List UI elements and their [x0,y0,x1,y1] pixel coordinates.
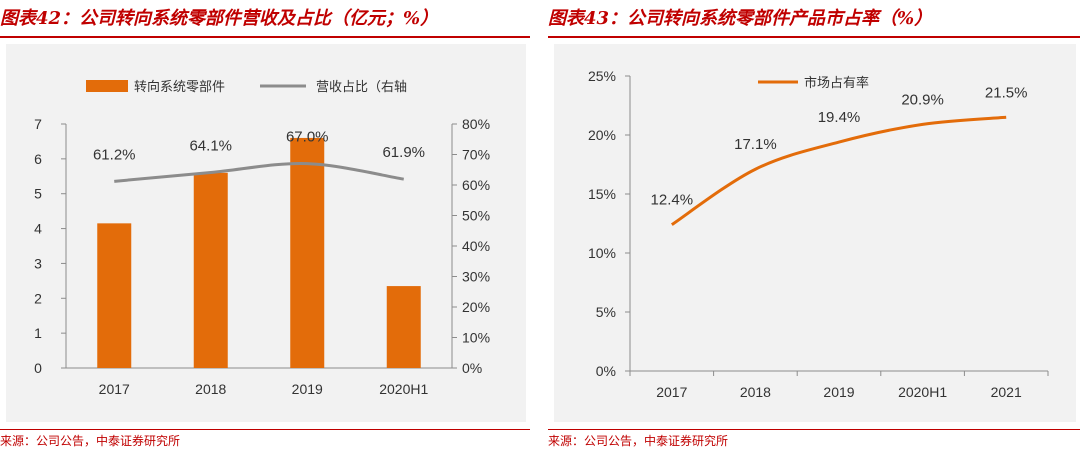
share-line-series: 61.2% 64.1% 67.0% 61.9% [93,129,425,183]
x-tick-label: 2020H1 [379,381,428,397]
y-tick-label: 15% [588,186,616,202]
left-figure-panel: 图表42：公司转向系统零部件营收及占比（亿元；%） 转向系统零部件 营收占比（右… [0,0,530,458]
left-title-rule [0,36,530,38]
revenue-bar-2018 [193,172,228,368]
left-chart-area: 转向系统零部件 营收占比（右轴 0 1 2 3 4 5 6 7 0% 10% 20% 30% 40% 5… [6,44,526,422]
y-tick-label: 2 [34,290,42,306]
share-data-label: 61.9% [382,144,425,161]
market-share-data-label: 17.1% [734,136,777,153]
legend-label-market-share: 市场占有率 [804,75,869,90]
x-tick-label: 2019 [292,381,323,397]
bar-series [97,137,421,368]
right-legend: 市场占有率 [758,75,869,90]
x-tick-label: 2021 [991,384,1022,400]
market-share-line-series: 12.4% 17.1% 19.4% 20.9% 21.5% [651,84,1028,226]
right-figure-panel: 图表43：公司转向系统零部件产品市占率（%） 市场占有率 0% 5% 10% 15% 2… [548,0,1080,458]
revenue-bar-2019 [290,137,325,368]
y2-tick-label: 70% [462,147,490,163]
left-figure-title: 图表42：公司转向系统零部件营收及占比（亿元；%） [0,8,439,29]
x-tick-label: 2018 [195,381,226,397]
y2-tick-label: 80% [462,116,490,132]
y-tick-label: 20% [588,127,616,143]
share-data-label: 67.0% [286,129,329,146]
y2-tick-label: 10% [462,330,490,346]
y-tick-label: 10% [588,245,616,261]
x-axis-labels: 2017 2018 2019 2020H1 [99,381,429,397]
legend-label-line: 营收占比（右轴 [316,79,407,94]
left-chart-svg: 转向系统零部件 营收占比（右轴 0 1 2 3 4 5 6 7 0% 10% 20% 30% 40% 5… [34,79,490,397]
y2-tick-label: 20% [462,299,490,315]
x-tick-label: 2017 [99,381,130,397]
legend-swatch-bar [86,80,128,92]
market-share-data-label: 12.4% [651,192,694,209]
right-y-axis: 0% 10% 20% 30% 40% 50% 60% 70% 80% [451,116,490,376]
right-chart-area: 市场占有率 0% 5% 10% 15% 20% 25% 12.4% 17.1% 19.4% 20… [554,44,1076,422]
right-chart-svg: 市场占有率 0% 5% 10% 15% 20% 25% 12.4% 17.1% 19.4% 20… [588,68,1049,400]
y-tick-label: 25% [588,68,616,84]
y2-tick-label: 0% [462,360,482,376]
right-figure-title: 图表43：公司转向系统零部件产品市占率（%） [548,8,933,29]
market-share-line-path [670,115,1007,226]
market-share-data-label: 21.5% [985,84,1028,101]
left-footer-rule [0,429,530,430]
x-tick-label: 2020H1 [898,384,947,400]
x-tick-label: 2017 [656,384,687,400]
right-title-rule [548,36,1080,38]
y2-tick-label: 50% [462,208,490,224]
market-share-data-label: 20.9% [901,91,944,108]
y2-tick-label: 40% [462,238,490,254]
left-legend: 转向系统零部件 营收占比（右轴 [86,79,407,94]
left-source-note: 来源：公司公告，中泰证券研究所 [0,434,181,448]
y2-tick-label: 60% [462,177,490,193]
revenue-bar-2020h1 [386,286,421,368]
y-tick-label: 4 [34,221,42,237]
legend-label-bar: 转向系统零部件 [134,79,225,94]
y-tick-label: 1 [34,325,42,341]
y2-tick-label: 30% [462,269,490,285]
x-tick-label: 2018 [740,384,771,400]
y-tick-label: 0% [596,363,616,379]
share-data-label: 64.1% [189,137,232,154]
x-axis-labels: 2017 2018 2019 2020H1 2021 [656,384,1022,400]
y-tick-label: 7 [34,116,42,132]
revenue-bar-2017 [97,223,132,368]
y-tick-label: 6 [34,151,42,167]
market-share-data-label: 19.4% [818,109,861,126]
y-tick-label: 5 [34,186,42,202]
y-axis: 0% 5% 10% 15% 20% 25% [588,68,1049,379]
y-tick-label: 3 [34,255,42,271]
share-data-label: 61.2% [93,146,136,163]
right-source-note: 来源：公司公告，中泰证券研究所 [548,434,729,448]
right-footer-rule [548,429,1080,430]
x-tick-label: 2019 [823,384,854,400]
y-tick-label: 0 [34,360,42,376]
y-tick-label: 5% [596,304,616,320]
share-line-path [114,162,404,183]
